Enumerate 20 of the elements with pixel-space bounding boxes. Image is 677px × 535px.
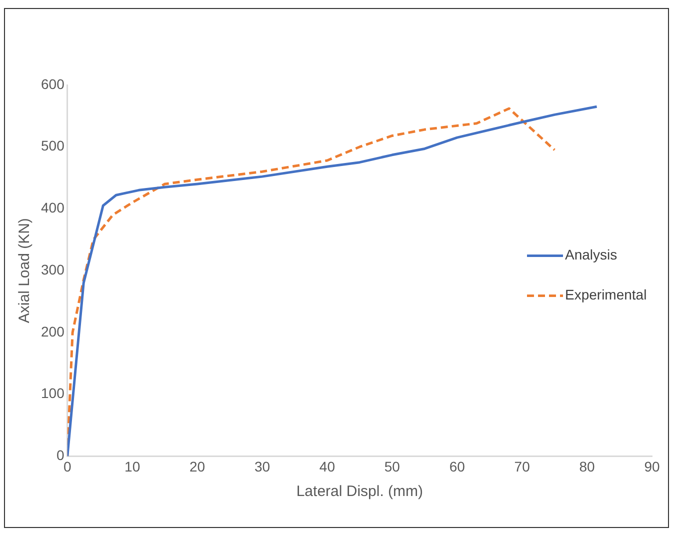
x-tick-label: 80 (579, 458, 596, 474)
x-tick-label: 90 (644, 458, 660, 474)
y-tick-label: 200 (41, 323, 65, 340)
y-tick-label: 300 (41, 261, 65, 278)
y-tick-label: 500 (41, 138, 65, 154)
x-tick-label: 50 (384, 458, 400, 474)
x-tick-label: 30 (254, 458, 270, 474)
legend-label: Experimental (565, 286, 647, 303)
x-tick-label: 70 (514, 458, 530, 474)
x-tick-label: 20 (189, 458, 206, 474)
legend-label: Analysis (565, 246, 618, 263)
x-tick-label: 60 (449, 458, 466, 474)
x-axis-title: Lateral Displ. (mm) (296, 483, 424, 500)
y-tick-label: 0 (56, 447, 65, 464)
y-tick-label: 400 (41, 200, 65, 216)
x-tick-label: 10 (124, 458, 140, 474)
y-axis-title: Axial Load (KN) (16, 218, 34, 324)
y-tick-label: 100 (41, 385, 65, 402)
x-tick-label: 40 (319, 458, 336, 474)
y-tick-label: 600 (41, 76, 65, 92)
